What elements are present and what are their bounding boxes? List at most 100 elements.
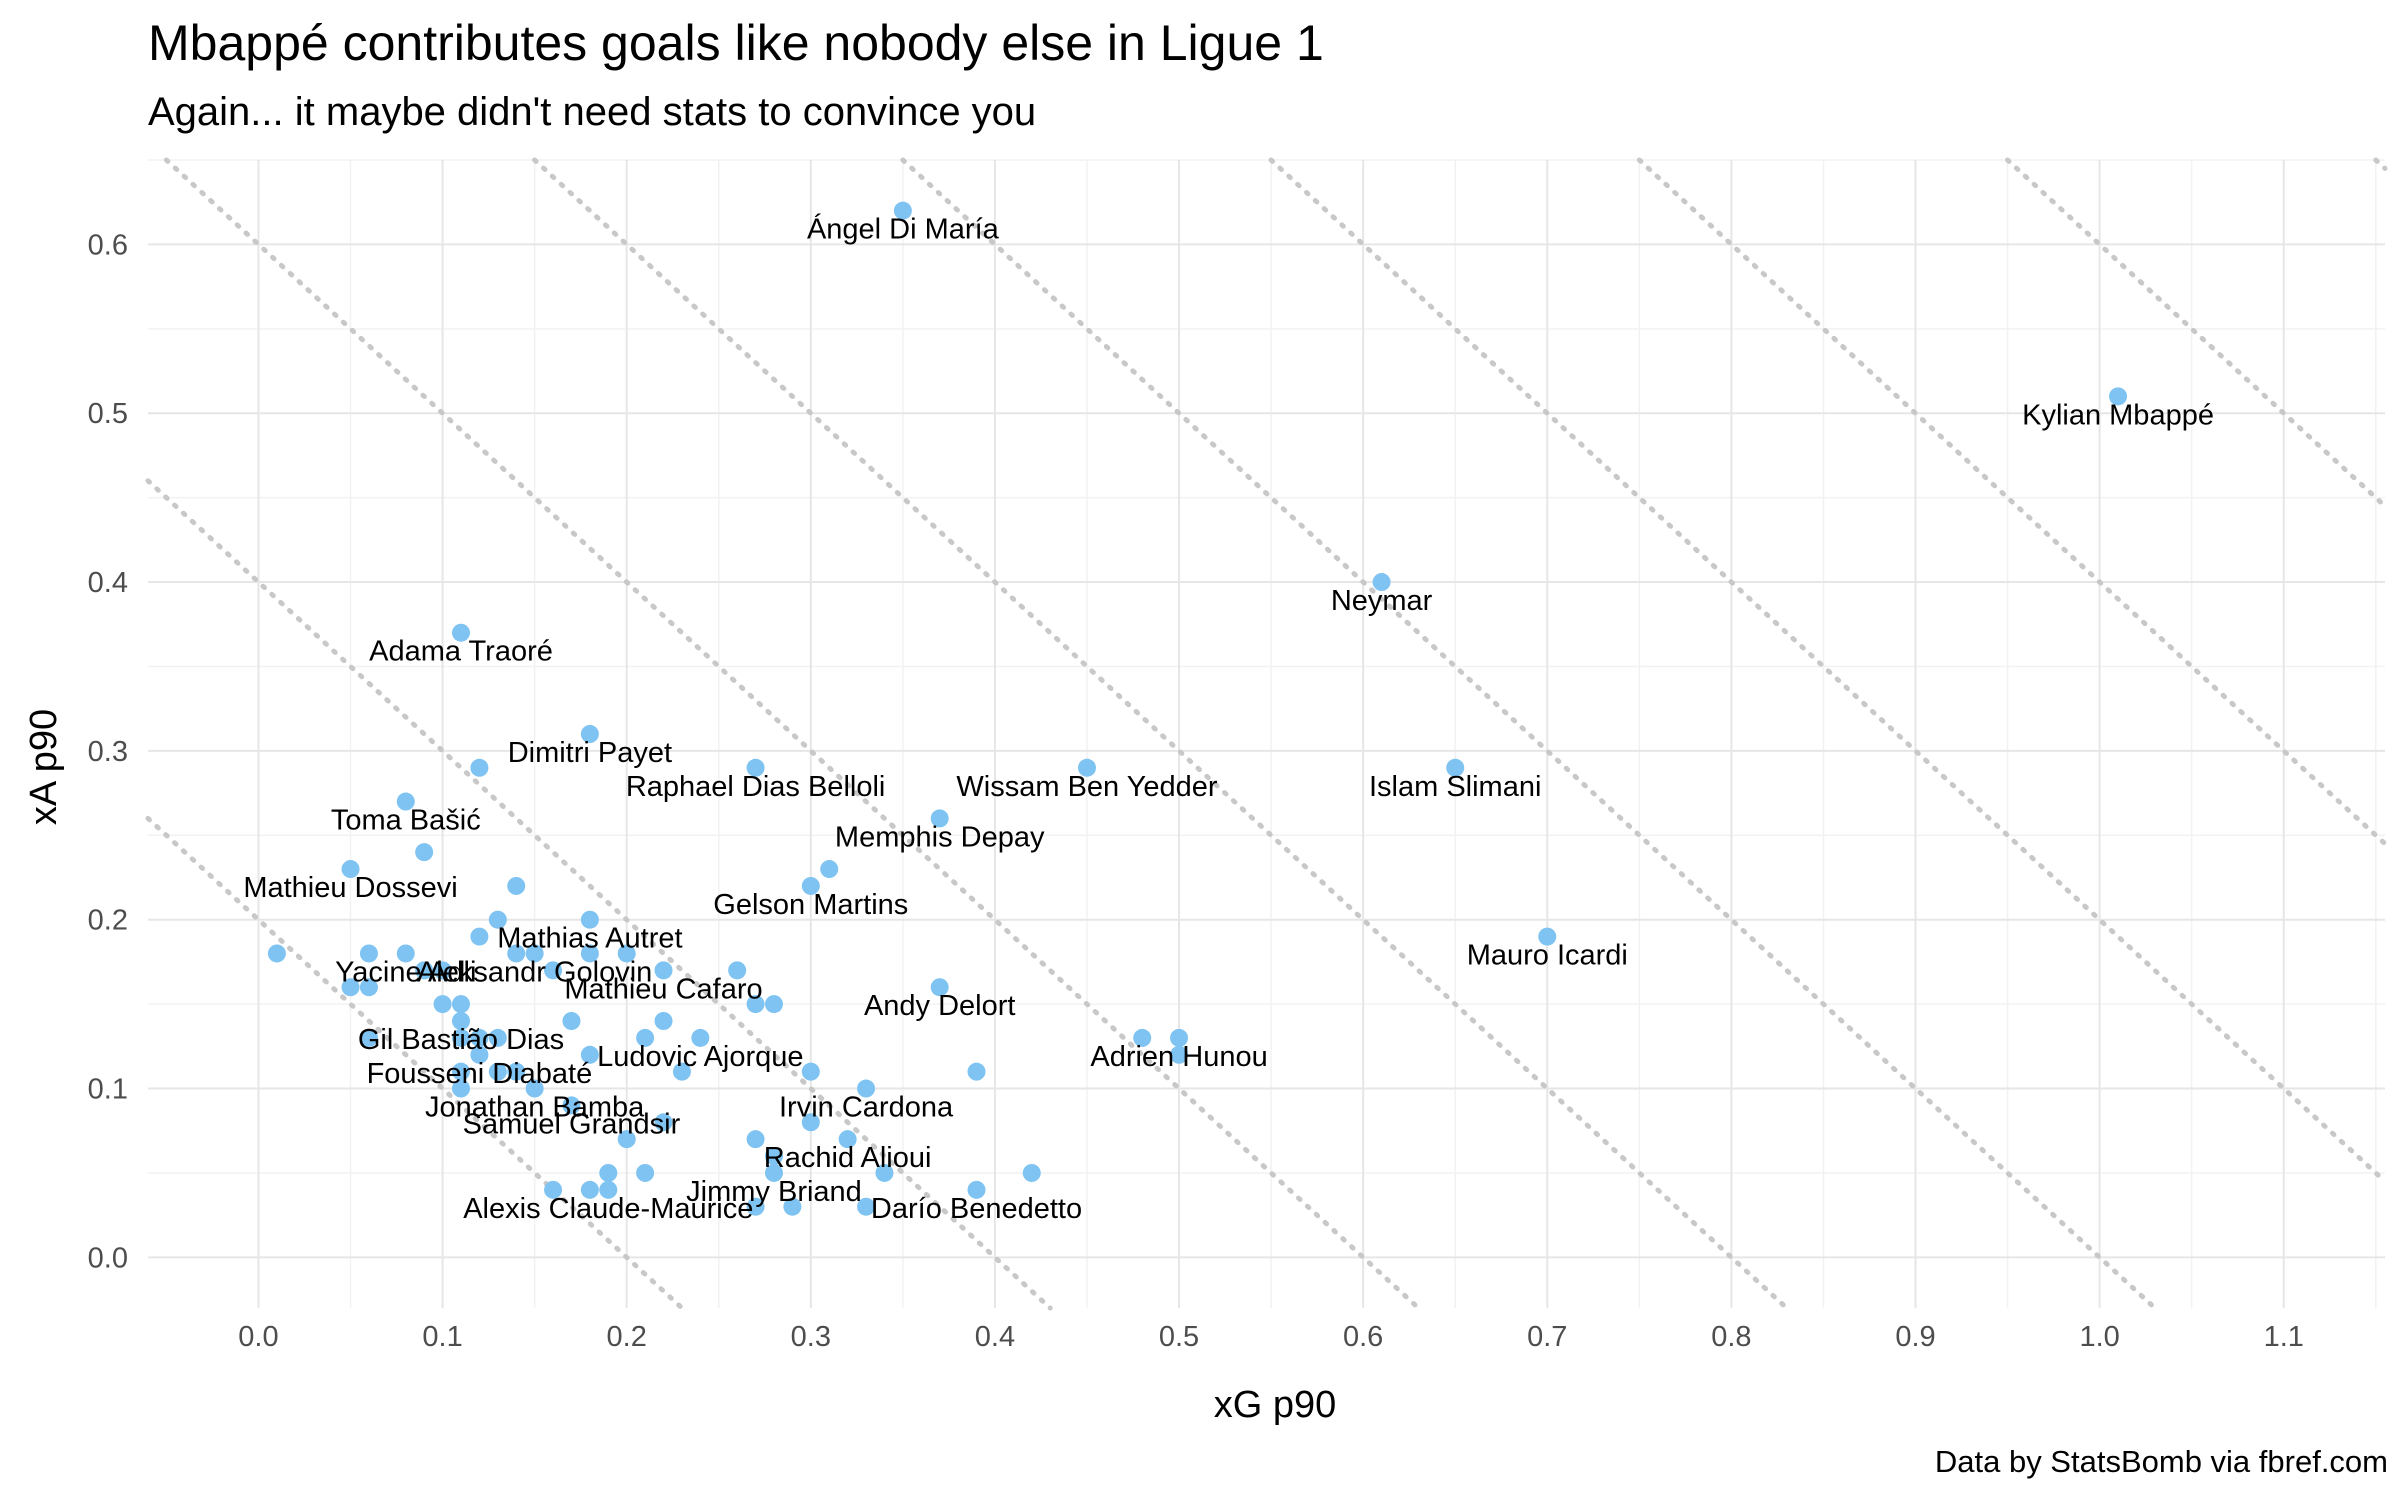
- data-point: [359, 978, 378, 997]
- point-label: Jonathan Bamba: [425, 1092, 645, 1124]
- diagonal-guide-lines: [145, 157, 2388, 1311]
- data-point: [654, 1012, 673, 1030]
- point-label: Wissam Ben Yedder: [956, 771, 1217, 803]
- x-tick-label: 0.3: [791, 1321, 831, 1353]
- data-point: [599, 1180, 618, 1199]
- data-point: [857, 1197, 876, 1216]
- point-label: Mathieu Cafaro: [564, 973, 762, 1005]
- data-point: [470, 1045, 489, 1064]
- x-tick-label: 1.1: [2264, 1321, 2304, 1353]
- point-label: Mathieu Dossevi: [243, 872, 457, 904]
- data-point: [507, 876, 526, 895]
- data-point: [451, 1062, 470, 1081]
- point-label: Ángel Di María: [807, 213, 1000, 246]
- data-point: [451, 1012, 470, 1030]
- x-tick-labels: 0.0 0.1 0.2 0.3 0.4 0.5 0.6 0.7 0.8 0.9 1.0 1.1: [238, 1321, 2304, 1353]
- y-tick-label: 0.1: [88, 1074, 128, 1106]
- data-point: [820, 860, 839, 879]
- data-point: [1446, 758, 1465, 777]
- data-points: [267, 201, 2128, 1216]
- point-label: Memphis Depay: [835, 821, 1045, 853]
- data-point: [488, 1062, 507, 1081]
- data-point: [875, 1163, 894, 1182]
- data-point: [580, 1045, 599, 1064]
- x-tick-label: 0.8: [1711, 1321, 1751, 1353]
- point-label: Irvin Cardona: [779, 1092, 954, 1124]
- data-point: [838, 1130, 857, 1149]
- guide-line: [1636, 157, 2388, 847]
- data-point: [341, 860, 360, 879]
- x-tick-label: 0.7: [1527, 1321, 1567, 1353]
- data-point: [1022, 1163, 1041, 1182]
- point-label: Dimitri Payet: [508, 737, 672, 769]
- point-label: Kylian Mbappé: [2022, 399, 2214, 431]
- y-tick-label: 0.3: [88, 736, 128, 768]
- data-point: [470, 758, 489, 777]
- guide-line: [145, 478, 1053, 1311]
- data-point: [746, 995, 765, 1014]
- data-point: [893, 201, 912, 220]
- guide-line: [163, 157, 1421, 1311]
- chart-subtitle: Again... it maybe didn't need stats to c…: [148, 90, 1037, 134]
- point-label: Jimmy Briand: [686, 1176, 862, 1208]
- data-point: [746, 758, 765, 777]
- data-point: [267, 944, 286, 963]
- point-label: Rachid Alioui: [764, 1142, 932, 1174]
- x-tick-label: 0.1: [422, 1321, 462, 1353]
- y-tick-label: 0.0: [88, 1242, 128, 1274]
- point-labels: Kylian Mbappé Ángel Di María Neymar Adama T…: [243, 213, 2214, 1225]
- data-point: [580, 725, 599, 743]
- guide-line: [1268, 157, 2388, 1184]
- data-point: [341, 978, 360, 997]
- point-label: Islam Slimani: [1369, 771, 1541, 803]
- point-label: Yacine Adli: [335, 956, 476, 988]
- data-point: [488, 910, 507, 929]
- data-point: [562, 1012, 581, 1030]
- grid-lines: [148, 159, 2385, 1308]
- x-tick-label: 1.0: [2079, 1321, 2119, 1353]
- data-point: [451, 623, 470, 642]
- data-point: [746, 1130, 765, 1149]
- data-point: [654, 1113, 673, 1132]
- data-point: [544, 1180, 563, 1199]
- data-point: [1077, 758, 1096, 777]
- data-point: [396, 792, 415, 811]
- data-point: [636, 1163, 655, 1182]
- guide-line: [2373, 157, 2388, 171]
- point-label: Adrien Hunou: [1090, 1041, 1267, 1073]
- y-tick-label: 0.5: [88, 398, 128, 430]
- data-point: [1170, 1028, 1189, 1047]
- data-point: [507, 1062, 526, 1081]
- data-point: [1133, 1028, 1152, 1047]
- data-point: [801, 1113, 820, 1132]
- data-point: [672, 1062, 691, 1081]
- data-point: [764, 995, 783, 1014]
- data-point: [415, 843, 434, 862]
- y-tick-labels: 0.0 0.1 0.2 0.3 0.4 0.5 0.6: [88, 229, 128, 1274]
- data-point: [801, 876, 820, 895]
- data-point: [433, 961, 452, 980]
- data-point: [470, 927, 489, 946]
- point-label: Andy Delort: [864, 990, 1016, 1022]
- data-point: [396, 944, 415, 963]
- data-point: [507, 944, 526, 963]
- data-point: [930, 809, 949, 828]
- data-point: [764, 1147, 783, 1166]
- point-label: Aleksandr Golovin: [417, 956, 652, 988]
- point-label: Fousseni Diabaté: [367, 1058, 593, 1090]
- guide-line: [2005, 157, 2388, 509]
- x-tick-label: 0.2: [607, 1321, 647, 1353]
- data-point: [783, 1197, 802, 1216]
- guide-line: [532, 157, 1790, 1311]
- data-point: [857, 1079, 876, 1098]
- point-label: Toma Bašić: [331, 805, 481, 837]
- data-point: [617, 944, 636, 963]
- data-point: [359, 944, 378, 963]
- data-point: [930, 978, 949, 997]
- data-point: [617, 1130, 636, 1149]
- data-point: [488, 1028, 507, 1047]
- point-label: Raphael Dias Belloli: [626, 771, 886, 803]
- data-point: [562, 1096, 581, 1115]
- data-point: [544, 961, 563, 980]
